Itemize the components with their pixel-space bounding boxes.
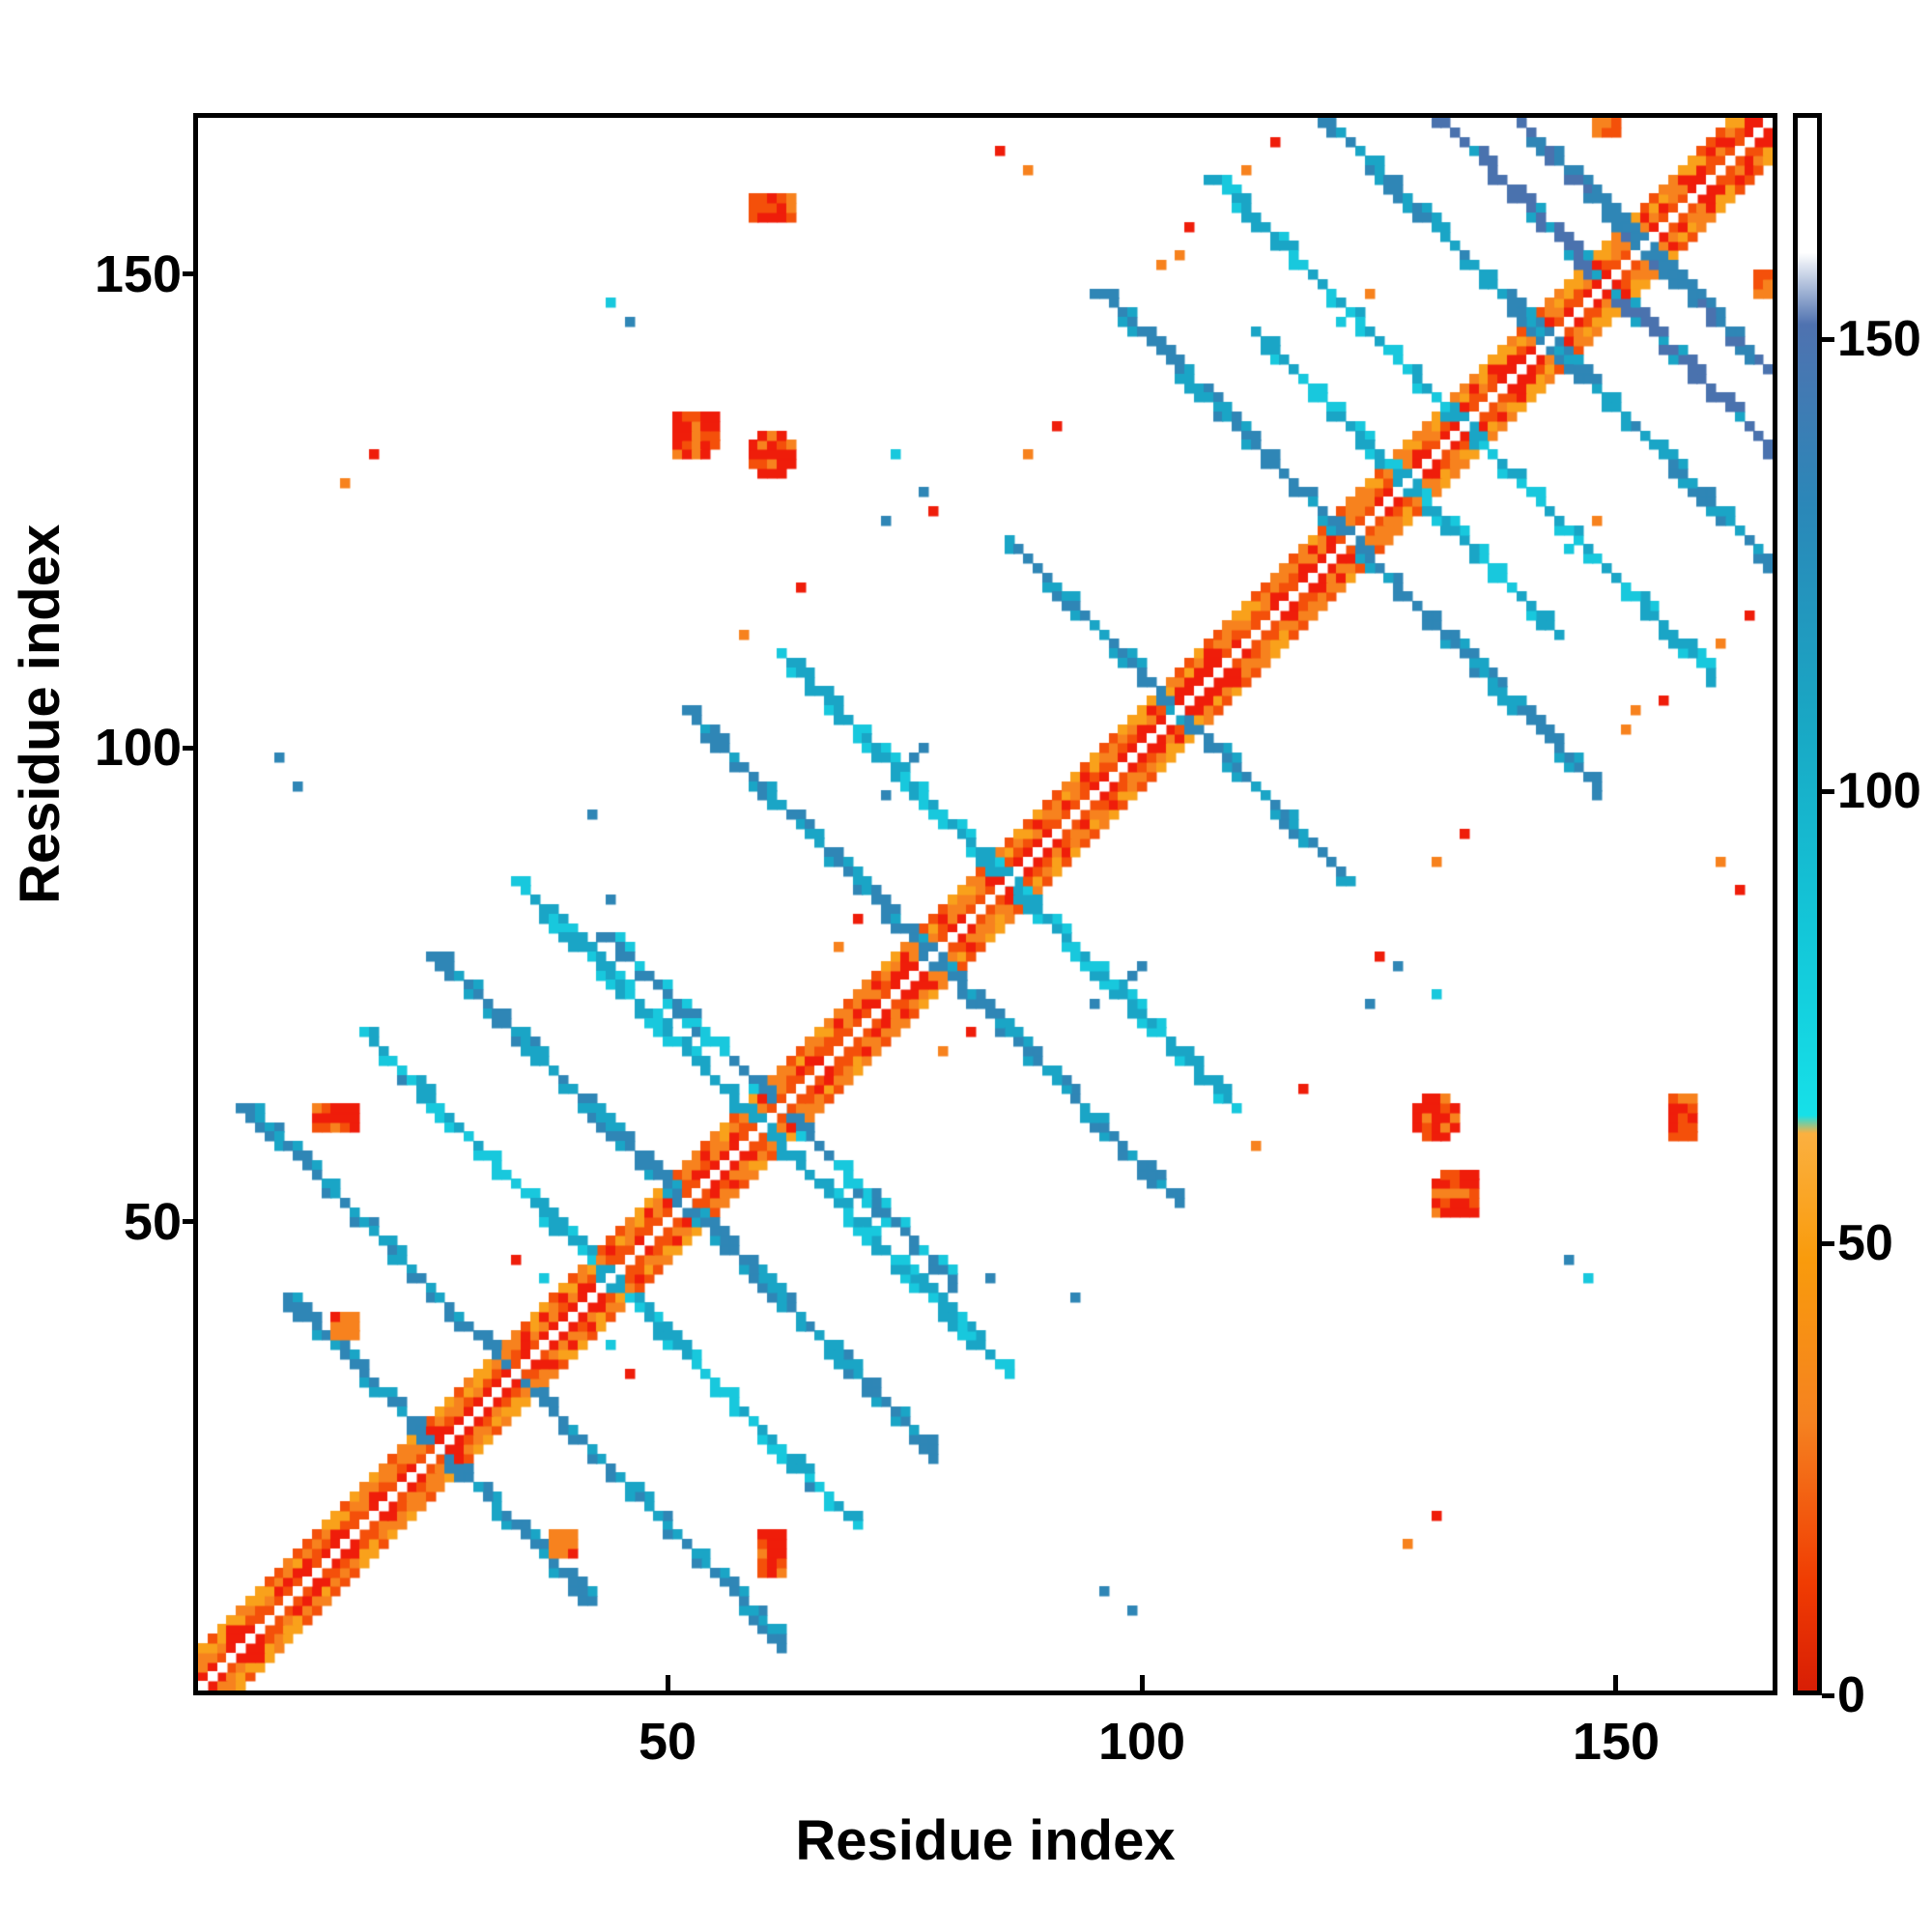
contact-map-heatmap[interactable] bbox=[198, 118, 1773, 1690]
x-tick-label-50: 50 bbox=[639, 1713, 697, 1771]
colorbar-gradient bbox=[1798, 118, 1817, 1690]
colorbar-container[interactable]: 150 100 50 0 bbox=[1793, 113, 1921, 1723]
x-axis-title: Residue index bbox=[795, 1809, 1176, 1872]
contact-map-plot-area[interactable] bbox=[183, 113, 1777, 1695]
x-tick-mark-100 bbox=[1139, 1675, 1145, 1690]
colorbar-tick-label-50: 50 bbox=[1837, 1215, 1893, 1271]
colorbar-tick-label-100: 100 bbox=[1837, 763, 1921, 819]
x-tick-mark-50 bbox=[665, 1675, 670, 1690]
y-axis-title: Residue index bbox=[9, 524, 71, 904]
y-tick-mark-50 bbox=[183, 1219, 198, 1225]
colorbar-tick-mark-150 bbox=[1822, 336, 1834, 342]
x-tick-label-100: 100 bbox=[1097, 1713, 1186, 1771]
y-tick-label-50: 50 bbox=[123, 1192, 182, 1251]
colorbar-tick-mark-100 bbox=[1822, 788, 1834, 794]
y-tick-mark-100 bbox=[183, 745, 198, 751]
y-tick-label-100: 100 bbox=[94, 719, 182, 778]
y-tick-mark-150 bbox=[183, 271, 198, 277]
y-tick-label-150: 150 bbox=[94, 244, 182, 303]
x-tick-mark-150 bbox=[1613, 1675, 1619, 1690]
colorbar-tick-label-0: 0 bbox=[1837, 1667, 1865, 1723]
colorbar-tick-label-150: 150 bbox=[1837, 311, 1921, 367]
colorbar-tick-mark-50 bbox=[1822, 1240, 1834, 1246]
colorbar-gradient-frame bbox=[1793, 113, 1822, 1695]
colorbar-tick-mark-0 bbox=[1822, 1692, 1834, 1698]
x-tick-label-150: 150 bbox=[1572, 1713, 1661, 1771]
